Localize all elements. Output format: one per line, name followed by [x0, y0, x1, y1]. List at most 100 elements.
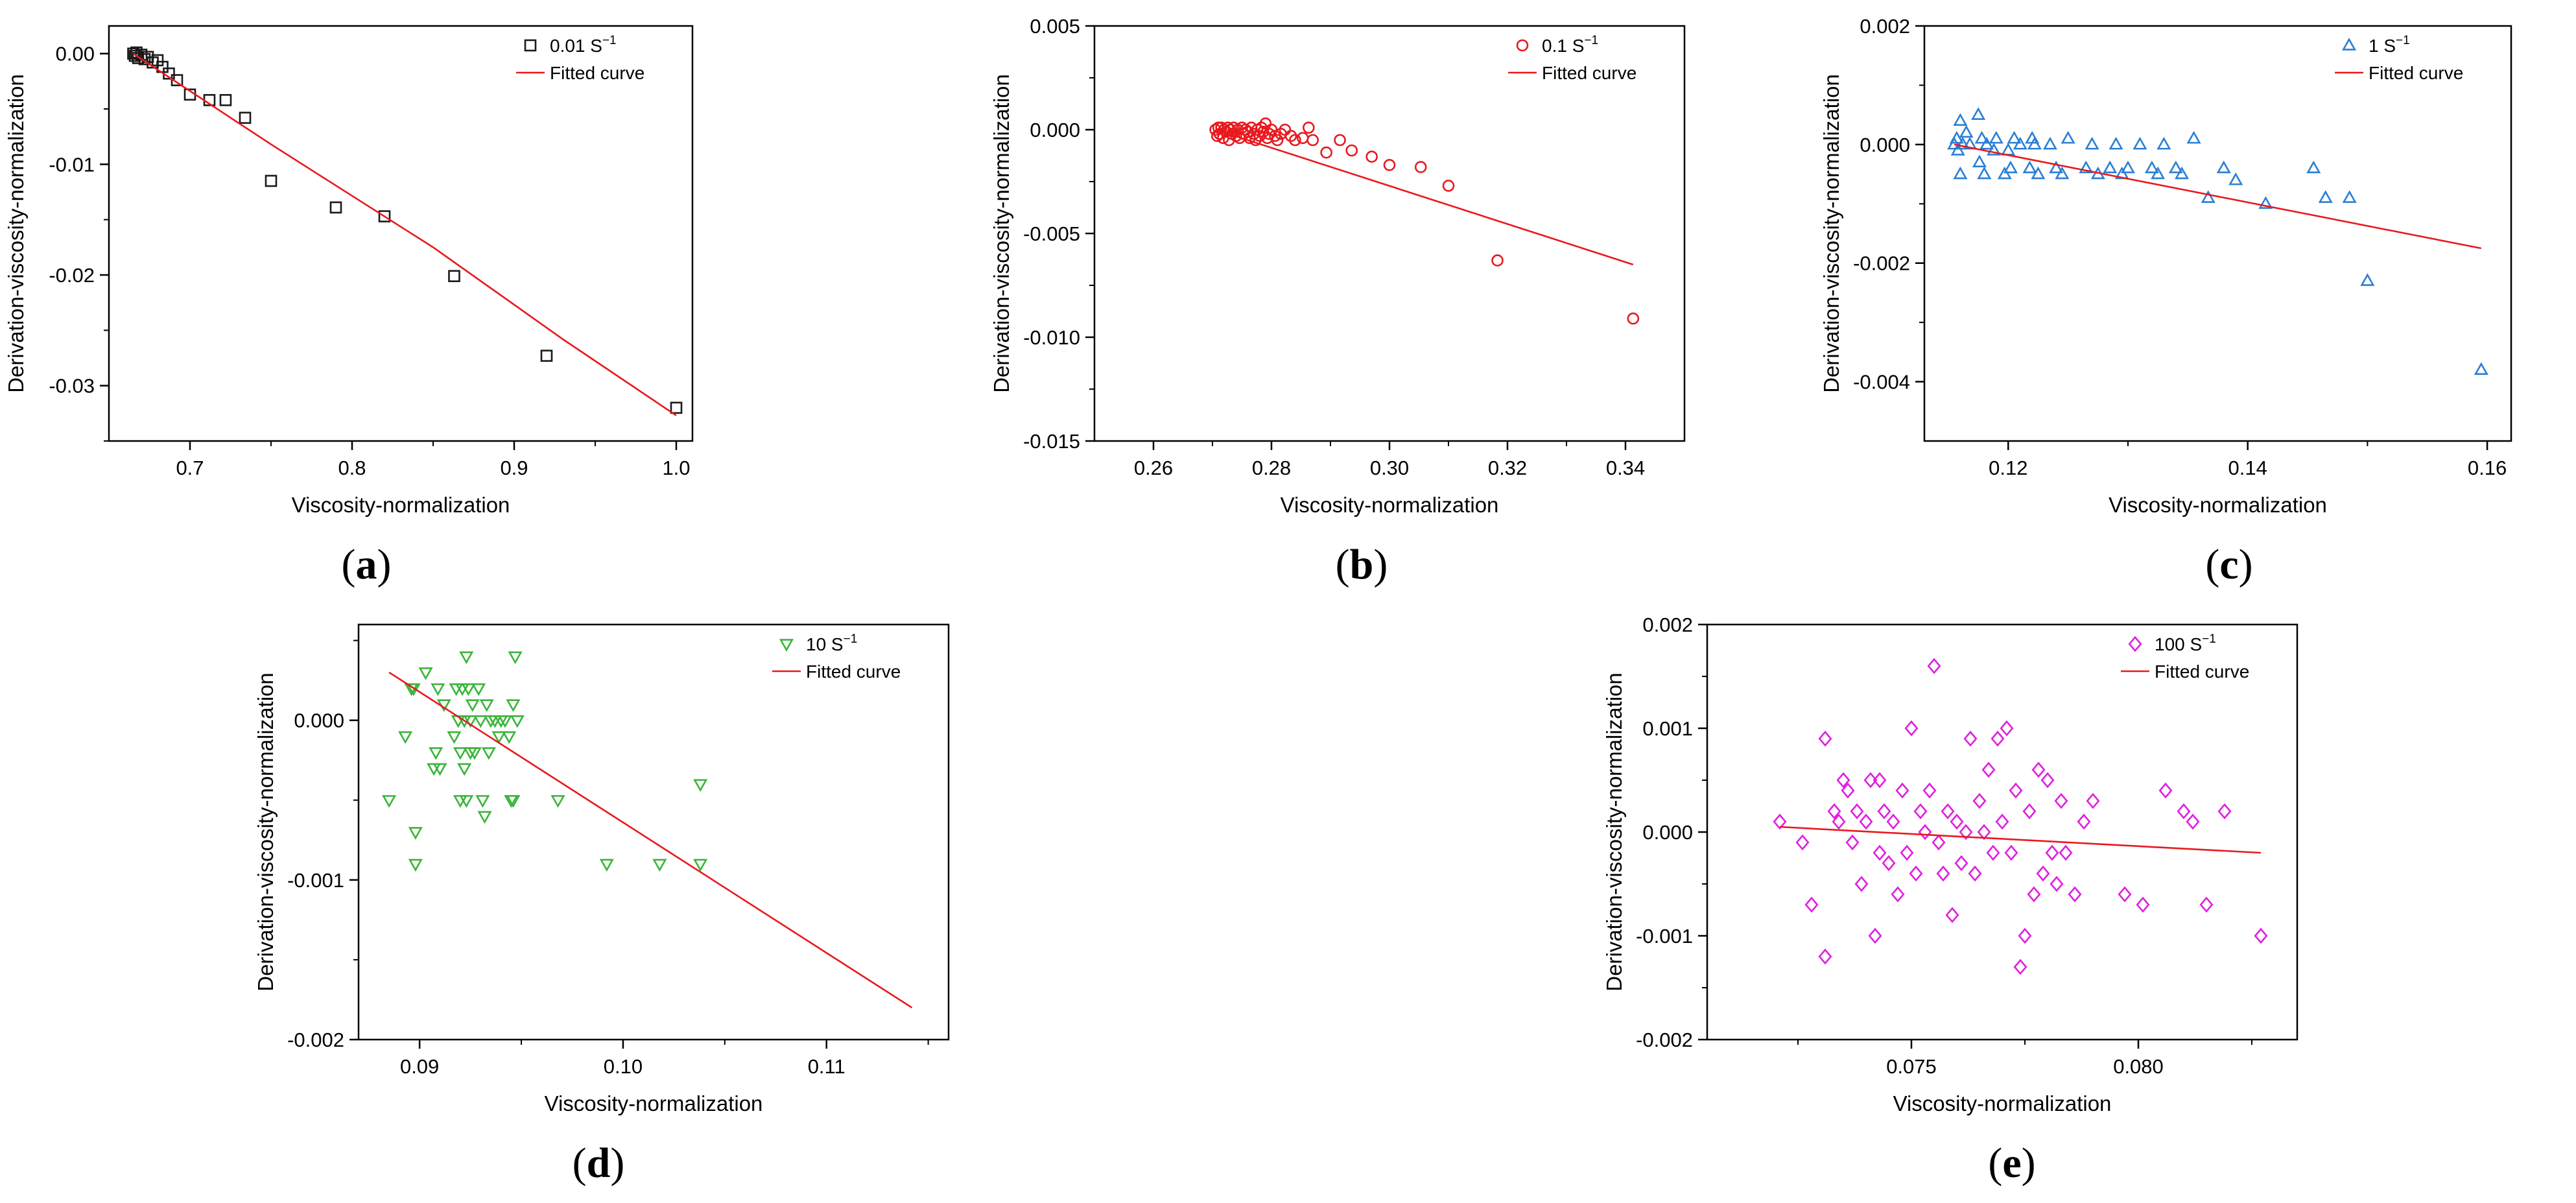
data-point	[1303, 121, 1315, 134]
data-point	[1904, 720, 1919, 737]
y-tick-label: -0.015	[1023, 430, 1080, 453]
data-point	[670, 401, 683, 414]
y-axis-label: Derivation-viscosity-normalization	[4, 74, 28, 393]
data-point	[2136, 896, 2150, 913]
data-point	[1953, 166, 1968, 180]
data-point	[497, 715, 512, 728]
y-tick-label: -0.002	[1636, 1029, 1693, 1051]
panel-label-letter: d	[587, 1139, 611, 1187]
data-point	[2045, 844, 2059, 861]
x-tick-label: 0.080	[2113, 1055, 2164, 1078]
data-point	[2144, 160, 2159, 174]
data-point	[465, 699, 480, 712]
data-point	[1289, 134, 1301, 147]
data-point	[550, 795, 565, 808]
x-tick-label: 0.8	[338, 457, 366, 479]
fitted-curve	[1215, 128, 1634, 266]
data-point	[1963, 137, 1978, 150]
legend-series-sup: −1	[602, 34, 617, 47]
y-tick-label: 0.00	[56, 43, 95, 66]
panel-label-paren: (	[342, 541, 356, 588]
x-tick-label: 0.30	[1370, 457, 1409, 479]
data-point	[1334, 134, 1346, 147]
data-point	[1963, 730, 1978, 747]
data-point	[1818, 730, 1832, 747]
x-tick-label: 0.09	[400, 1055, 439, 1078]
data-point	[1491, 254, 1504, 267]
data-point	[2013, 959, 2027, 975]
data-point	[2103, 160, 2118, 174]
data-point	[1918, 824, 1932, 840]
legend-series-text: 100 S	[2155, 634, 2202, 654]
data-point	[2258, 196, 2273, 209]
panel-label-letter: e	[2002, 1139, 2021, 1187]
legend-series-label: 0.1 S−1	[1542, 34, 1598, 56]
data-point	[1877, 803, 1891, 820]
data-point	[2151, 166, 2166, 180]
data-point	[2199, 896, 2214, 913]
y-tick-label: 0.000	[1642, 821, 1693, 844]
data-point	[1895, 782, 1909, 799]
panel-label: (a)	[342, 541, 392, 588]
data-point	[2042, 137, 2057, 150]
data-point	[463, 715, 478, 728]
x-axis-label: Viscosity-normalization	[2109, 493, 2327, 517]
data-point	[473, 715, 488, 728]
data-point	[2085, 137, 2099, 150]
data-point	[1950, 813, 1964, 830]
data-point	[467, 747, 482, 760]
data-point	[1953, 113, 1968, 126]
plot-frame	[108, 25, 694, 442]
legend-fit-label: Fitted curve	[550, 63, 644, 83]
data-point	[475, 795, 490, 808]
data-point	[1900, 844, 1914, 861]
legend-series-text: 10 S	[806, 634, 844, 654]
data-point	[2077, 813, 2091, 830]
panel-label: (c)	[2205, 541, 2252, 588]
x-axis-label: Viscosity-normalization	[1281, 493, 1499, 517]
legend-fit-label: Fitted curve	[806, 661, 901, 682]
data-point	[1997, 166, 2012, 180]
legend: 10 S−1 Fitted curve	[772, 632, 901, 682]
data-point	[2022, 160, 2037, 174]
data-point	[1971, 107, 1986, 120]
legend-series-sup: −1	[844, 632, 858, 646]
data-point	[693, 779, 708, 792]
data-point	[1886, 813, 1900, 830]
plot-frame	[357, 623, 950, 1041]
data-point	[2055, 166, 2070, 180]
data-point	[1832, 813, 1846, 830]
data-point	[219, 94, 232, 106]
data-point	[1972, 792, 1987, 809]
data-point	[418, 667, 433, 680]
data-point	[408, 859, 423, 872]
data-point	[1945, 907, 1959, 923]
panel-label-paren: )	[2239, 541, 2253, 588]
data-point	[1991, 730, 2005, 747]
panel-label: (b)	[1336, 541, 1388, 588]
data-point	[2013, 137, 2027, 150]
fitted-curve	[1954, 143, 2482, 250]
data-point	[2040, 772, 2055, 789]
data-point	[1306, 134, 1319, 147]
data-point	[2186, 813, 2200, 830]
data-point	[457, 763, 472, 776]
data-point	[1981, 761, 1996, 778]
data-point	[1804, 896, 1819, 913]
data-point	[1987, 143, 2002, 156]
data-point	[1968, 865, 1982, 882]
data-point	[1795, 834, 1810, 851]
data-point	[2061, 130, 2075, 144]
data-point	[652, 859, 667, 872]
data-point	[2027, 137, 2042, 150]
panel-label-letter: c	[2219, 541, 2238, 588]
data-point	[2474, 362, 2488, 375]
panel-label-paren: (	[1336, 541, 1350, 588]
data-point	[471, 683, 486, 697]
data-point	[2036, 865, 2050, 882]
data-point	[2003, 160, 2018, 174]
data-point	[1383, 159, 1396, 171]
y-tick-label: 0.001	[1642, 717, 1693, 740]
legend-marker	[2128, 636, 2142, 652]
data-point	[1863, 772, 1878, 789]
